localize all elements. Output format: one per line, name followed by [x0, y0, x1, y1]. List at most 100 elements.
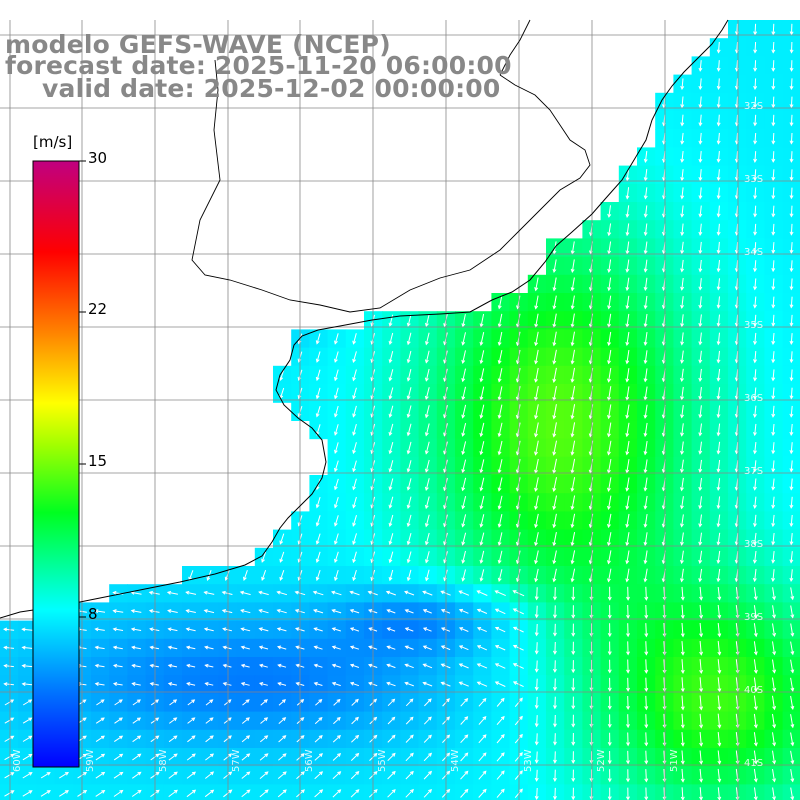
wind-arrow — [59, 771, 69, 779]
wind-arrow — [607, 422, 612, 438]
wind-arrow — [334, 369, 339, 382]
wind-arrow — [534, 367, 539, 383]
wind-arrow — [112, 663, 123, 668]
wind-arrow — [680, 151, 685, 163]
wind-arrow — [315, 369, 321, 382]
wind-arrow — [771, 223, 776, 236]
wind-arrow — [21, 627, 33, 632]
wind-arrow — [680, 514, 684, 528]
wind-arrow — [422, 609, 432, 614]
wind-cell — [309, 784, 329, 800]
wind-arrow — [423, 788, 433, 798]
wind-arrow — [607, 331, 612, 347]
wind-arrow — [94, 609, 106, 614]
wind-arrow — [167, 645, 178, 650]
wind-arrow — [405, 734, 414, 743]
wind-arrow — [625, 241, 630, 255]
wind-arrow — [570, 532, 576, 547]
wind-arrow — [552, 349, 557, 365]
wind-arrow — [607, 277, 612, 292]
wind-arrow — [716, 241, 721, 255]
wind-arrow — [753, 442, 757, 455]
wind-arrow — [479, 368, 485, 383]
wind-arrow — [698, 568, 703, 583]
wind-arrow — [479, 404, 485, 419]
wind-arrow — [422, 590, 433, 596]
wind-arrow — [699, 732, 704, 747]
wind-arrow — [534, 751, 539, 764]
wind-arrow — [22, 699, 33, 706]
wind-arrow — [496, 697, 505, 707]
wind-cell — [54, 784, 74, 800]
wind-arrow — [789, 423, 794, 437]
wind-arrow — [406, 551, 412, 564]
wind-arrow — [607, 513, 612, 529]
wind-arrow — [680, 496, 684, 510]
wind-arrow — [223, 753, 233, 761]
wind-arrow — [752, 532, 757, 546]
wind-arrow — [315, 551, 321, 563]
wind-arrow — [716, 132, 721, 145]
wind-arrow — [276, 609, 287, 614]
wind-arrow — [589, 751, 594, 765]
wind-arrow — [534, 787, 539, 800]
wind-arrow — [278, 699, 286, 706]
wind-arrow — [241, 735, 251, 743]
wind-arrow — [478, 752, 487, 762]
wind-arrow — [680, 586, 685, 601]
wind-arrow — [716, 387, 721, 400]
wind-arrow — [497, 349, 503, 365]
longitude-label: 60W — [12, 749, 23, 772]
wind-arrow — [552, 660, 557, 673]
wind-arrow — [772, 623, 777, 638]
wind-arrow — [625, 477, 630, 492]
wind-cell — [91, 784, 110, 800]
wind-arrow — [643, 514, 648, 528]
wind-arrow — [332, 752, 342, 761]
wind-arrow — [404, 663, 414, 669]
wind-arrow — [534, 605, 539, 619]
wind-arrow — [223, 717, 232, 724]
wind-arrow — [717, 641, 722, 656]
wind-arrow — [424, 459, 430, 473]
wind-arrow — [186, 753, 196, 761]
wind-arrow — [458, 663, 469, 669]
wind-arrow — [387, 752, 396, 762]
wind-arrow — [644, 677, 649, 693]
wind-arrow — [424, 441, 430, 455]
wind-arrow — [352, 405, 357, 418]
wind-arrow — [258, 645, 269, 650]
wind-arrow — [204, 663, 214, 668]
wind-arrow — [313, 681, 323, 686]
wind-arrow — [789, 460, 794, 473]
wind-arrow — [534, 422, 539, 438]
wind-arrow — [571, 751, 576, 764]
wind-arrow — [388, 387, 394, 400]
wind-arrow — [625, 495, 630, 510]
wind-arrow — [716, 78, 721, 91]
wind-arrow — [352, 333, 357, 345]
longitude-label: 55W — [377, 749, 388, 772]
wind-arrow — [497, 550, 503, 565]
wind-arrow — [680, 241, 685, 255]
wind-arrow — [753, 151, 758, 163]
wind-arrow — [789, 169, 794, 182]
wind-arrow — [352, 387, 357, 400]
wind-arrow — [21, 663, 33, 668]
wind-arrow — [222, 663, 232, 668]
wind-arrow — [534, 440, 539, 456]
wind-arrow — [698, 169, 703, 182]
wind-arrow — [460, 770, 469, 780]
wind-arrow — [476, 663, 488, 669]
wind-arrow — [753, 768, 758, 783]
wind-arrow — [425, 551, 430, 564]
wind-arrow — [589, 586, 594, 601]
border-line — [191, 59, 591, 313]
wind-arrow — [387, 789, 396, 798]
wind-arrow — [277, 789, 287, 798]
wind-arrow — [771, 60, 776, 72]
longitude-label: 52W — [596, 749, 607, 772]
wind-arrow — [241, 789, 251, 798]
wind-arrow — [352, 478, 357, 491]
wind-arrow — [698, 350, 703, 364]
